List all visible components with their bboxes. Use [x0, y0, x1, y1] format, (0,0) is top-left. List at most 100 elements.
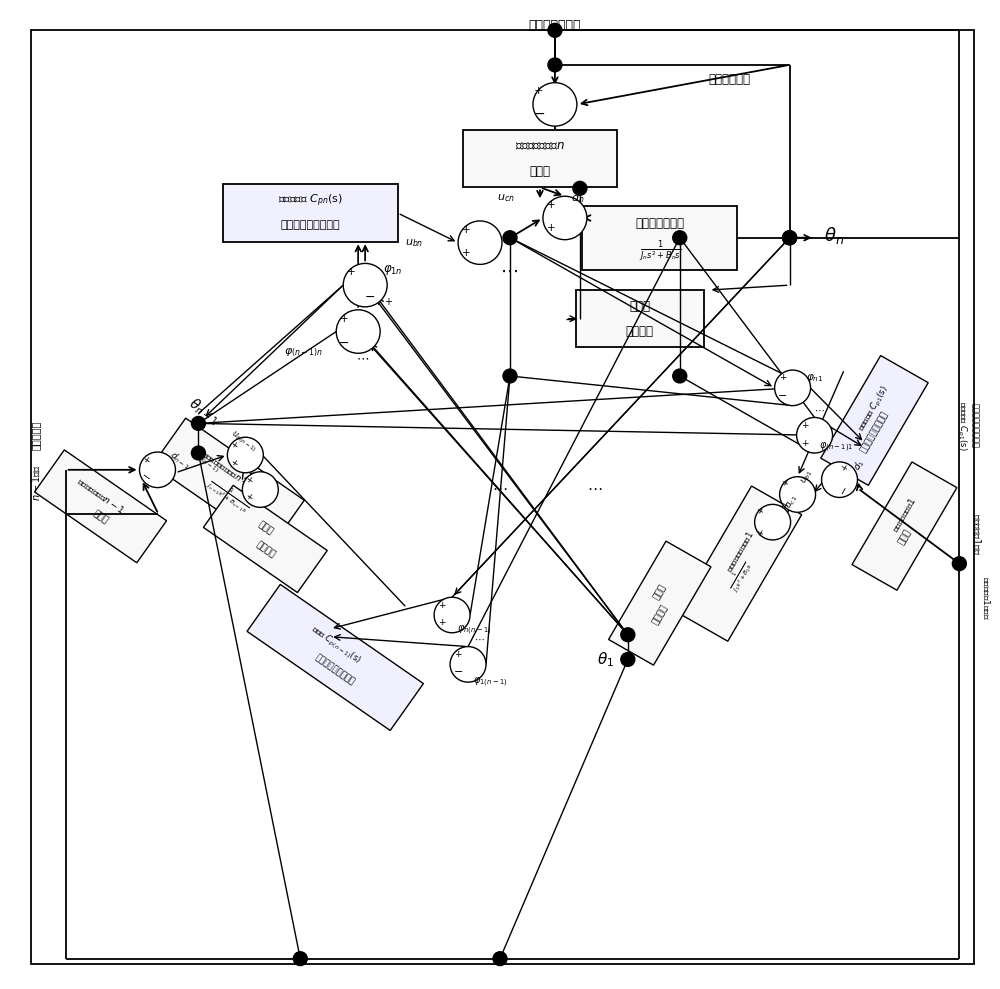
- Text: ⋯: ⋯: [587, 482, 602, 497]
- Circle shape: [952, 557, 966, 571]
- Circle shape: [673, 369, 687, 383]
- Text: $\theta_n$: $\theta_n$: [824, 225, 845, 246]
- Text: 扫描镜伺服电机: 扫描镜伺服电机: [635, 218, 684, 230]
- Text: +: +: [438, 600, 446, 609]
- Text: 成像探测器: 成像探测器: [31, 420, 41, 450]
- FancyBboxPatch shape: [609, 541, 711, 666]
- FancyBboxPatch shape: [35, 450, 167, 563]
- Text: +: +: [755, 526, 766, 538]
- Circle shape: [336, 310, 380, 353]
- Circle shape: [493, 951, 507, 965]
- FancyBboxPatch shape: [203, 486, 327, 592]
- Text: −: −: [365, 291, 375, 304]
- Text: 估计器: 估计器: [629, 300, 650, 313]
- Circle shape: [797, 417, 833, 453]
- Text: 单电机: 单电机: [91, 509, 110, 526]
- Circle shape: [242, 472, 278, 507]
- Text: $d_n$: $d_n$: [571, 191, 585, 205]
- Text: 等效力矩: 等效力矩: [651, 602, 669, 626]
- Text: −: −: [139, 471, 152, 485]
- Circle shape: [343, 263, 387, 307]
- Circle shape: [621, 628, 635, 642]
- Text: +: +: [547, 223, 555, 232]
- Text: $\varphi_{(n-1)1}$: $\varphi_{(n-1)1}$: [819, 440, 854, 454]
- Text: 估计器: 估计器: [652, 583, 668, 601]
- Circle shape: [755, 504, 791, 540]
- Text: 成像探测器$1$角位置: 成像探测器$1$角位置: [981, 577, 992, 620]
- Text: +: +: [462, 225, 470, 234]
- FancyBboxPatch shape: [247, 584, 423, 731]
- Circle shape: [458, 221, 502, 264]
- Text: +: +: [801, 421, 808, 430]
- Text: 成像探测器伺服电机$1$: 成像探测器伺服电机$1$: [724, 529, 756, 574]
- Text: +: +: [755, 504, 766, 516]
- FancyBboxPatch shape: [582, 206, 737, 270]
- Text: 指令跟踪控制器$n$: 指令跟踪控制器$n$: [515, 139, 565, 152]
- Text: $\frac{1}{J_1 s^2+B_1 s}$: $\frac{1}{J_1 s^2+B_1 s}$: [724, 558, 755, 594]
- Text: ⋯: ⋯: [501, 263, 519, 281]
- Circle shape: [673, 230, 687, 244]
- Text: 单电机: 单电机: [529, 164, 550, 178]
- Text: +: +: [340, 314, 349, 323]
- Text: 多通道多向控制下的: 多通道多向控制下的: [859, 410, 890, 455]
- Text: 位置控制器 $C_{p1}$(s): 位置控制器 $C_{p1}$(s): [856, 384, 893, 434]
- FancyBboxPatch shape: [678, 486, 802, 641]
- Text: 位置控制器 $C_{pn}$(s): 位置控制器 $C_{pn}$(s): [278, 193, 343, 209]
- Text: $\varphi_{(n-1)n}$: $\varphi_{(n-1)n}$: [284, 347, 323, 359]
- Circle shape: [775, 370, 811, 405]
- Text: +: +: [243, 474, 254, 486]
- FancyBboxPatch shape: [152, 418, 304, 547]
- Text: ⋯: ⋯: [475, 635, 485, 645]
- FancyBboxPatch shape: [223, 184, 398, 241]
- Text: +: +: [779, 374, 786, 383]
- Text: +: +: [243, 492, 254, 503]
- Circle shape: [573, 181, 587, 195]
- Text: +: +: [534, 86, 544, 96]
- Text: $u_{b1}$: $u_{b1}$: [799, 468, 816, 486]
- Circle shape: [293, 951, 307, 965]
- Circle shape: [191, 416, 205, 430]
- Text: 估计器: 估计器: [256, 519, 275, 536]
- Text: 成像探测器伺服电机$n-1$: 成像探测器伺服电机$n-1$: [200, 448, 257, 493]
- Text: 多通道多向控制下的: 多通道多向控制下的: [314, 653, 357, 686]
- Circle shape: [621, 653, 635, 667]
- Text: +: +: [462, 247, 470, 257]
- Text: −: −: [453, 668, 463, 677]
- Text: $u_{c(n-1)}$: $u_{c(n-1)}$: [191, 450, 222, 476]
- Text: ⋯: ⋯: [815, 405, 824, 415]
- Text: 指令跟踪控制器$n-1$: 指令跟踪控制器$n-1$: [75, 475, 126, 515]
- Circle shape: [450, 647, 486, 682]
- Text: 单电机: 单电机: [897, 528, 912, 547]
- Circle shape: [822, 462, 858, 497]
- Text: $\varphi_{1(n-1)}$: $\varphi_{1(n-1)}$: [473, 675, 507, 689]
- Text: $\varphi_{n1}$: $\varphi_{n1}$: [806, 372, 823, 384]
- Circle shape: [503, 230, 517, 244]
- FancyBboxPatch shape: [821, 355, 928, 486]
- Circle shape: [548, 58, 562, 72]
- Circle shape: [191, 446, 205, 460]
- Text: +: +: [140, 454, 151, 466]
- Text: +: +: [438, 618, 446, 627]
- Text: $\varphi_{n(n-1)}$: $\varphi_{n(n-1)}$: [457, 623, 491, 637]
- Circle shape: [780, 477, 816, 512]
- Text: $\theta_{n-1}$: $\theta_{n-1}$: [185, 395, 222, 428]
- Text: $\frac{1}{J_{n-1}s^2+B_{n-1}s}$: $\frac{1}{J_{n-1}s^2+B_{n-1}s}$: [204, 474, 253, 516]
- Circle shape: [783, 230, 797, 244]
- Text: 多通道多向控制下的
位置控制器 $C_{p1}$(s): 多通道多向控制下的 位置控制器 $C_{p1}$(s): [955, 401, 979, 450]
- Text: $u_{cn}$: $u_{cn}$: [497, 192, 515, 204]
- Text: $n-1$位置: $n-1$位置: [30, 465, 42, 500]
- Circle shape: [783, 230, 797, 244]
- Text: 多通道多向控制下的: 多通道多向控制下的: [280, 221, 340, 230]
- Text: +: +: [801, 439, 808, 448]
- Circle shape: [140, 452, 175, 488]
- FancyBboxPatch shape: [463, 131, 617, 187]
- Text: +: +: [780, 498, 791, 510]
- Text: ⋯: ⋯: [492, 482, 508, 497]
- Text: ⋯: ⋯: [357, 353, 369, 366]
- Text: −: −: [339, 337, 349, 350]
- Circle shape: [434, 597, 470, 633]
- FancyBboxPatch shape: [576, 290, 704, 347]
- Text: +: +: [384, 297, 392, 307]
- Text: +: +: [228, 439, 239, 451]
- Text: −: −: [838, 483, 851, 496]
